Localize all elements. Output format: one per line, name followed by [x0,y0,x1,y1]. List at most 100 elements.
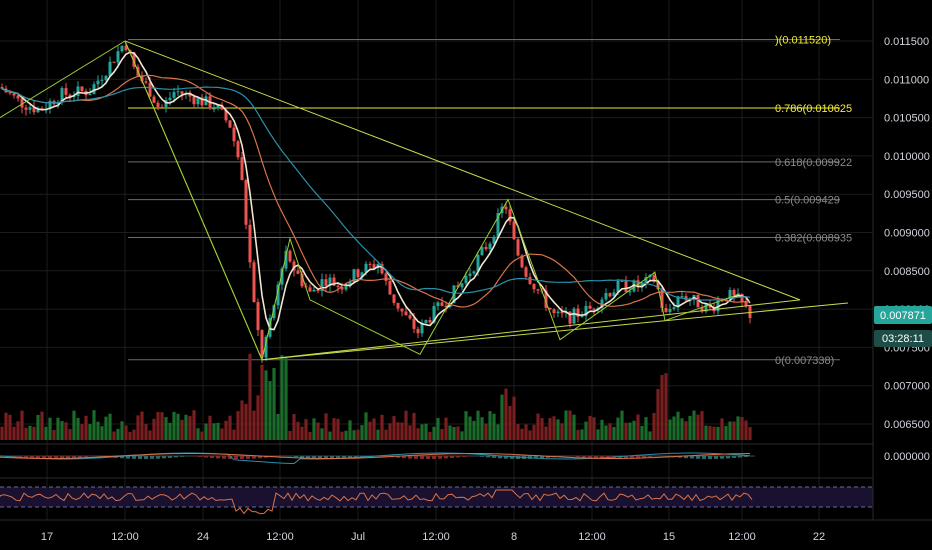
time-axis[interactable]: 17 12:00 24 12:00 Jul 12:00 8 12:00 15 12:00 22 [41,531,825,543]
candle-body [472,271,476,274]
candle-body [620,280,624,282]
candle-body [252,262,256,303]
zigzag-pattern[interactable] [124,40,741,362]
candle-body [316,289,320,292]
time-tick-label: 22 [813,531,825,543]
macd-histogram-bar [72,456,76,459]
candle-body [116,51,120,63]
time-tick-label: 17 [41,531,53,543]
volume-bar [440,429,444,440]
volume-bar [312,418,316,440]
candle-body [696,294,700,308]
candle-body [192,96,196,105]
volume-bar [296,421,300,440]
volume-bar [424,423,428,440]
macd-histogram-bar [732,456,736,459]
candle-body [288,250,292,262]
volume-bar [96,421,100,440]
candle-body [560,311,564,314]
bar-countdown-label: 03:28:11 [882,333,924,345]
price-axis[interactable]: 0.011500 0.011000 0.010500 0.010000 0.009500… [884,36,930,431]
candle-body [392,294,396,303]
trend-line[interactable] [0,40,126,119]
volume-bar [88,424,92,440]
volume-bar [676,411,680,440]
macd-histogram-bar [414,456,418,459]
macd-histogram-bar [486,456,490,458]
volume-bar [412,412,416,440]
volume-bar [48,417,52,440]
candle-body [548,307,552,310]
candle-body [48,100,52,109]
candle-body [380,264,384,274]
volume-bar [340,431,344,440]
candle-body [80,86,84,92]
candle-body [100,79,104,81]
volume-bar [276,413,280,440]
macd-histogram-bar [132,456,136,459]
volume-bar [108,413,112,440]
fib-level-label: 0.382(0.008935 [775,232,852,244]
volume-bar [500,394,504,440]
candle-body [160,106,164,108]
candle-body [456,285,460,288]
candle-body [328,277,332,286]
time-tick-label: 12:00 [111,531,139,543]
rsi-band [0,487,873,507]
candle-body [476,254,480,272]
volume-bar [724,426,728,440]
volume-bar [12,426,16,440]
macd-histogram-bar [576,456,580,458]
candle-body [388,280,392,295]
candle-body [228,120,232,128]
candle-body [404,311,408,316]
macd-histogram-bar [462,456,466,457]
candle-body [652,275,656,282]
volume-bar [196,428,200,440]
macd-histogram-bar [546,456,550,458]
candle-body [236,141,240,158]
macd-histogram-bar [204,456,208,458]
price-tick-label: 0.007000 [884,381,930,393]
candle-body [744,301,748,307]
volume-bar [516,424,520,440]
volume-bar [132,429,136,440]
volume-bar [260,364,264,440]
volume-bar [120,421,124,440]
fibonacci-retracement[interactable] [128,38,840,361]
volume-bar [288,430,292,440]
candle-body [556,311,560,314]
volume-bar [252,410,256,440]
macd-histogram-bar [708,456,712,459]
moving-average-line [1,51,751,331]
volume-bar [128,431,132,440]
moving-average-line [1,86,751,301]
candle-body [428,320,432,323]
volume-bar [4,412,8,440]
candle-body [368,263,372,265]
candle-body [552,309,556,314]
candle-body [444,305,448,308]
volume-bar [556,419,560,440]
volume-bar [408,425,412,440]
candle-body [592,308,596,310]
volume-bar [152,418,156,440]
candle-body [488,243,492,250]
volume-bar [112,431,116,440]
volume-bar [92,410,96,440]
volume-bar [236,411,240,440]
volume-bar [300,426,304,440]
rsi-pane [0,477,873,515]
candle-body [544,290,548,308]
triangle-support-line[interactable] [261,302,849,361]
volume-bar [116,428,120,440]
candle-body [76,86,80,96]
current-price-badge-bg [874,306,932,324]
pattern-drawings[interactable] [0,40,849,362]
volume-bar [160,412,164,440]
macd-histogram-bar [276,456,280,457]
candle-body [464,276,468,284]
candle-body [272,305,276,319]
macd-histogram-bar [150,456,154,459]
